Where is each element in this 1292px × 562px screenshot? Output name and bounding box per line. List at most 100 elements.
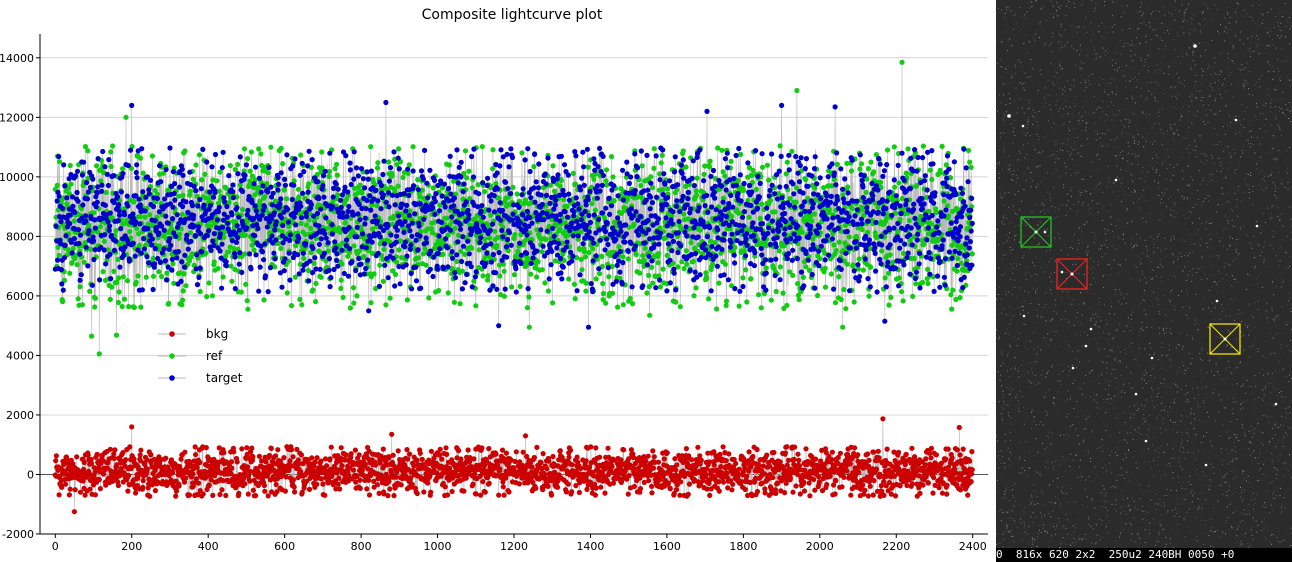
- data-point-bkg: [940, 480, 946, 486]
- data-point-bkg: [350, 467, 357, 473]
- data-point-bkg: [63, 481, 69, 487]
- data-point-ref: [160, 170, 167, 176]
- data-point-ref: [485, 273, 491, 279]
- data-point-ref: [516, 198, 523, 204]
- data-point-bkg: [729, 487, 735, 493]
- data-point-bkg: [328, 444, 334, 450]
- data-point-target: [118, 189, 124, 195]
- data-point-ref: [313, 280, 319, 287]
- data-point-ref: [302, 231, 308, 238]
- data-point-ref: [590, 246, 596, 252]
- data-point-bkg: [870, 492, 876, 498]
- data-point-ref: [707, 164, 713, 170]
- data-point-ref: [154, 191, 160, 197]
- data-point-ref: [121, 296, 128, 302]
- data-point-ref: [814, 292, 821, 299]
- data-point-ref: [603, 167, 610, 173]
- data-point-bkg: [456, 448, 462, 454]
- data-point-ref: [451, 299, 457, 305]
- data-point-ref: [223, 185, 229, 191]
- series-points-target: [52, 99, 975, 330]
- data-point-bkg: [59, 484, 65, 490]
- data-point-bkg: [312, 459, 318, 465]
- data-point-ref: [89, 333, 95, 339]
- data-point-bkg: [928, 455, 934, 461]
- data-point-ref: [374, 202, 380, 209]
- data-point-bkg: [100, 471, 107, 477]
- data-point-bkg: [645, 453, 651, 459]
- data-point-bkg: [151, 456, 157, 462]
- data-point-ref: [462, 251, 468, 257]
- data-point-ref: [795, 281, 801, 287]
- data-point-bkg: [555, 463, 561, 469]
- data-point-ref: [571, 281, 578, 287]
- data-point-ref: [655, 260, 661, 266]
- data-point-ref: [651, 146, 657, 152]
- data-point-ref: [822, 284, 829, 290]
- data-point-bkg: [867, 483, 873, 489]
- data-point-bkg: [790, 489, 796, 495]
- data-point-ref: [407, 208, 413, 214]
- data-point-ref: [669, 213, 675, 219]
- data-point-bkg: [311, 463, 317, 469]
- data-point-bkg: [374, 482, 381, 488]
- data-point-ref: [851, 299, 857, 305]
- data-point-ref: [354, 293, 360, 299]
- data-point-ref: [886, 302, 892, 308]
- data-point-ref: [159, 273, 165, 280]
- data-point-ref: [415, 177, 421, 183]
- data-point-ref: [501, 293, 507, 299]
- data-point-bkg: [750, 453, 756, 460]
- data-point-ref: [108, 149, 114, 155]
- data-point-ref: [226, 199, 232, 206]
- data-point-ref: [268, 144, 274, 150]
- data-point-ref: [136, 242, 142, 248]
- data-point-bkg: [94, 451, 100, 458]
- data-point-bkg: [345, 469, 351, 476]
- data-point-ref: [531, 164, 537, 170]
- data-point-ref: [252, 192, 258, 198]
- data-point-bkg: [503, 475, 509, 481]
- data-point-bkg: [303, 478, 309, 485]
- data-point-bkg: [801, 488, 808, 494]
- data-point-target: [67, 221, 73, 227]
- data-point-bkg: [881, 492, 887, 498]
- data-point-bkg: [513, 449, 519, 455]
- data-point-bkg: [886, 480, 893, 486]
- data-point-ref: [179, 211, 185, 217]
- data-point-bkg: [784, 444, 790, 450]
- data-point-ref: [746, 214, 752, 220]
- data-point-ref: [419, 187, 425, 193]
- data-point-bkg: [163, 455, 169, 461]
- data-point-target: [62, 242, 68, 248]
- data-point-ref: [581, 249, 587, 255]
- data-point-ref: [899, 59, 905, 65]
- data-point-ref: [920, 143, 927, 149]
- data-point-bkg: [925, 480, 932, 486]
- data-point-bkg: [387, 486, 393, 492]
- data-point-bkg: [417, 450, 423, 456]
- data-point-bkg: [679, 453, 685, 459]
- data-point-target: [78, 272, 84, 278]
- data-point-bkg: [333, 486, 339, 492]
- data-point-ref: [534, 227, 540, 233]
- data-point-target: [107, 223, 113, 229]
- data-point-ref: [759, 201, 765, 207]
- data-point-ref: [457, 301, 463, 307]
- data-point-ref: [220, 274, 226, 280]
- data-point-bkg: [689, 457, 695, 463]
- data-point-ref: [495, 234, 501, 240]
- data-point-ref: [871, 169, 877, 175]
- data-point-target: [126, 258, 132, 264]
- data-point-bkg: [583, 458, 589, 464]
- data-point-ref: [492, 228, 498, 234]
- data-point-bkg: [548, 492, 555, 498]
- data-point-target: [84, 196, 90, 202]
- data-point-ref: [913, 281, 919, 287]
- data-point-bkg: [497, 466, 503, 472]
- data-point-ref: [133, 279, 139, 285]
- data-point-bkg: [637, 475, 643, 481]
- data-point-bkg: [938, 476, 944, 482]
- data-point-ref: [505, 248, 511, 254]
- data-point-ref: [925, 280, 931, 287]
